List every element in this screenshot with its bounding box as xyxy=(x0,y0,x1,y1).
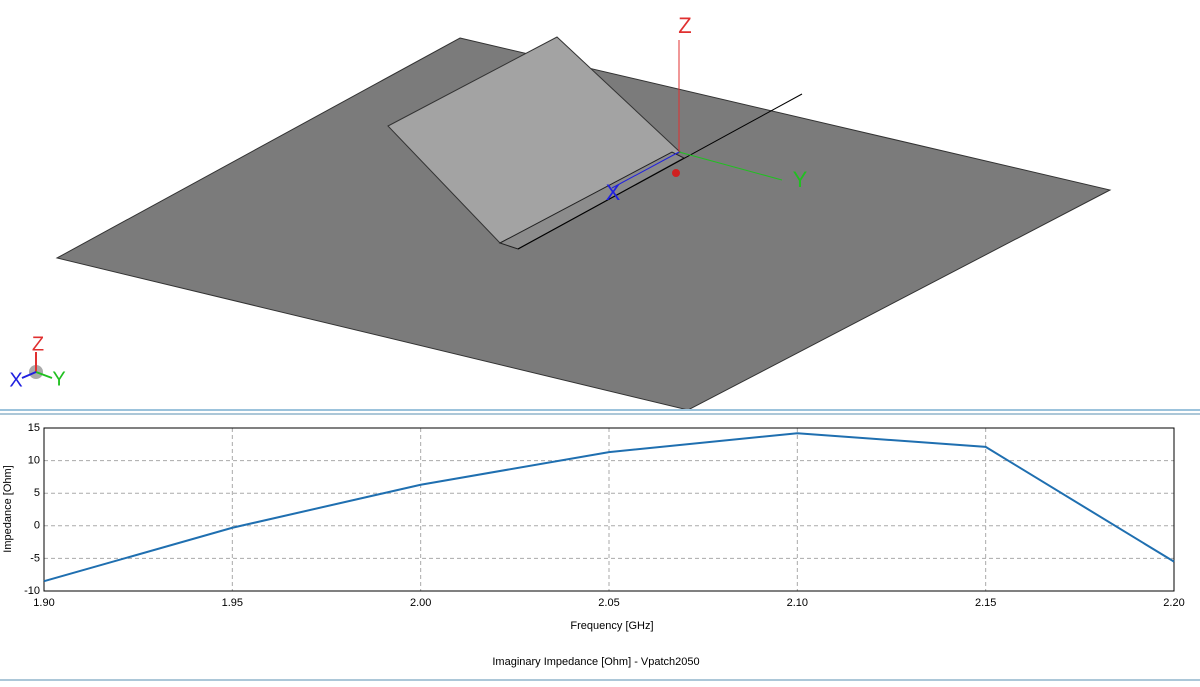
x-tick-label: 2.10 xyxy=(787,597,808,609)
y-tick-label: 15 xyxy=(28,422,40,434)
triad-x xyxy=(21,371,37,379)
triad-y-label: Y xyxy=(52,368,65,390)
y-tick-label: 10 xyxy=(28,455,40,467)
chart-title: Imaginary Impedance [Ohm] - Vpatch2050 xyxy=(492,656,699,668)
x-axis xyxy=(611,151,680,189)
x-label: X xyxy=(606,180,621,205)
x-tick-label: 2.15 xyxy=(975,597,996,609)
y-tick-label: -5 xyxy=(30,552,40,564)
x-axis-title: Frequency [GHz] xyxy=(570,620,653,632)
x-tick-label: 2.05 xyxy=(598,597,619,609)
triad-z-label: Z xyxy=(32,333,44,355)
y-axis xyxy=(678,151,783,181)
3d-view: Z Y X Z Y X xyxy=(9,13,1112,411)
y-axis-title: Impedance [Ohm] xyxy=(2,465,14,552)
y-tick-label: -10 xyxy=(24,585,40,597)
z-label: Z xyxy=(678,13,691,38)
y-tick-label: 0 xyxy=(34,520,40,532)
y-label: Y xyxy=(793,167,808,192)
data-line xyxy=(43,432,1175,583)
triad-x-label: X xyxy=(9,369,22,391)
x-tick-label: 2.00 xyxy=(410,597,431,609)
y-tick-label: 5 xyxy=(34,487,40,499)
x-tick-label: 2.20 xyxy=(1163,597,1184,609)
feed-line xyxy=(517,93,803,250)
plot-frame xyxy=(43,427,1175,592)
port xyxy=(672,169,680,177)
x-tick-label: 1.90 xyxy=(33,597,54,609)
triad-y xyxy=(35,371,53,379)
x-tick-label: 1.95 xyxy=(222,597,243,609)
